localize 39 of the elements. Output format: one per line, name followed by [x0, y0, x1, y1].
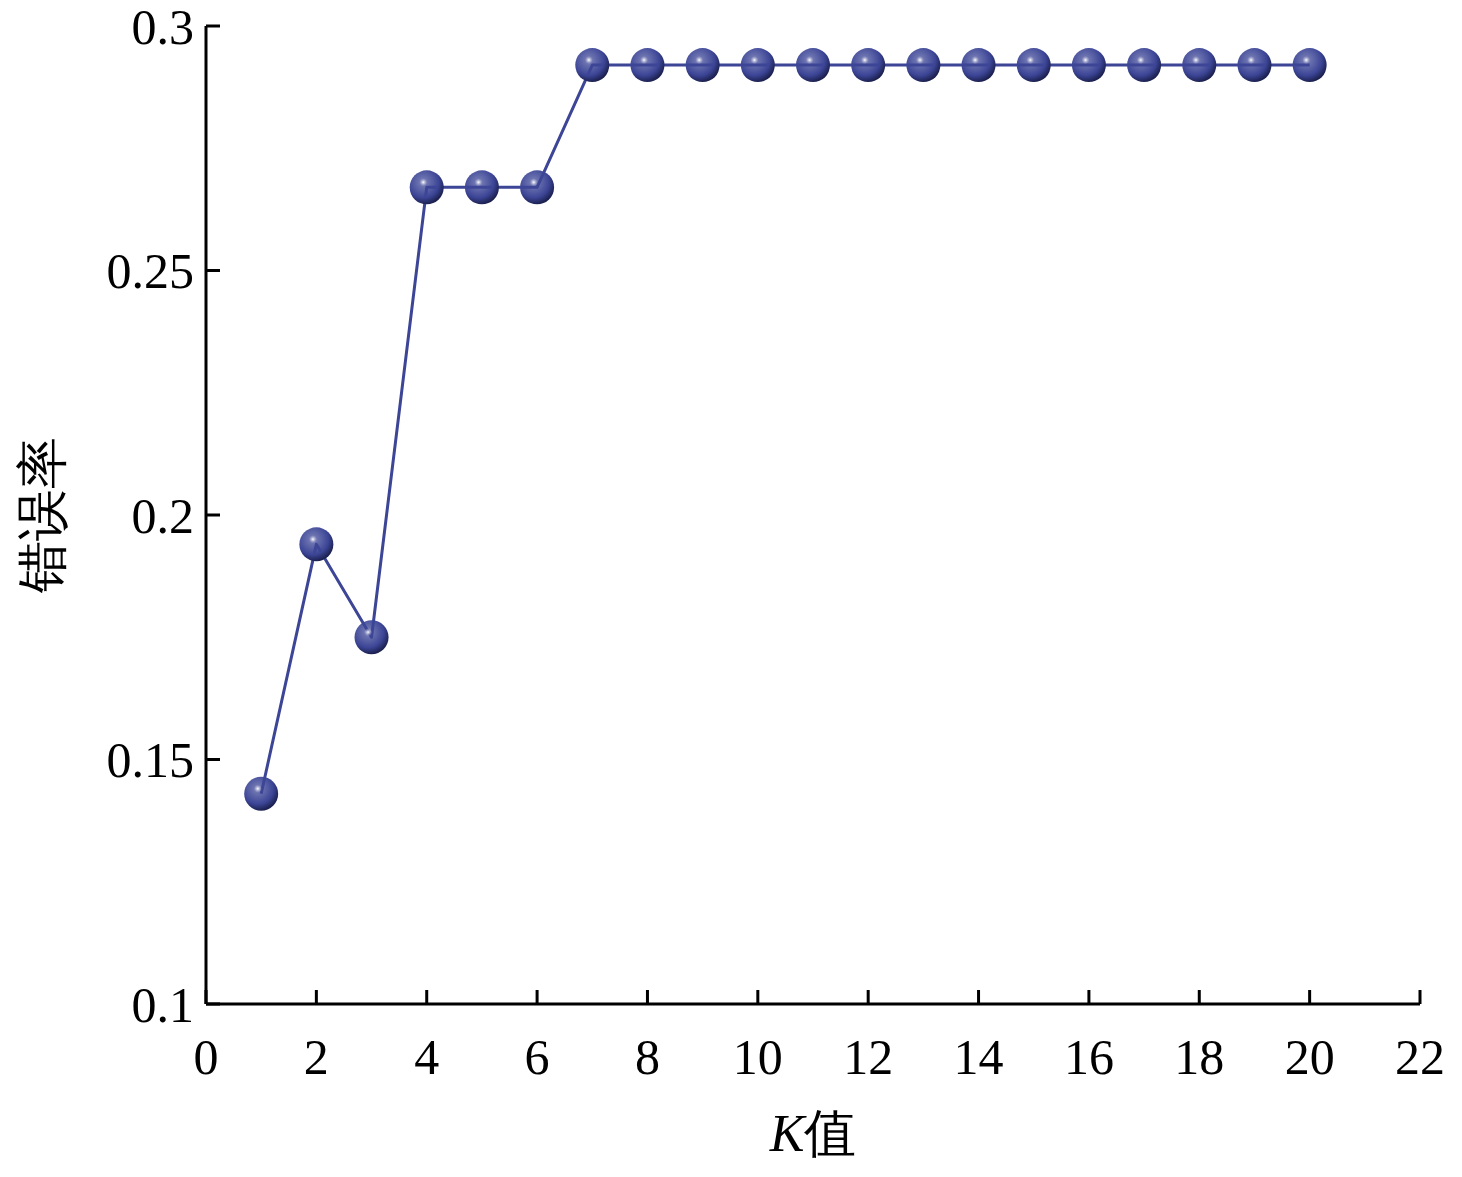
point: [685, 48, 720, 83]
point: [1182, 48, 1217, 83]
point: [354, 620, 389, 655]
y-tick-label: 0.25: [106, 243, 194, 299]
x-tick-label: 0: [193, 1029, 219, 1085]
x-tick-label: 10: [732, 1029, 783, 1085]
point: [409, 170, 444, 205]
x-tick-label: 20: [1284, 1029, 1335, 1085]
x-tick-label: 8: [634, 1029, 660, 1085]
point: [630, 48, 665, 83]
point: [1071, 48, 1106, 83]
point: [520, 170, 555, 205]
y-axis-title: 错误率: [14, 437, 71, 594]
point: [575, 48, 610, 83]
point: [464, 170, 499, 205]
y-tick-label: 0.3: [131, 0, 194, 55]
point: [1292, 48, 1327, 83]
y-tick-label: 0.2: [131, 487, 194, 544]
point: [244, 776, 279, 811]
point: [851, 48, 886, 83]
point: [1016, 48, 1051, 83]
point: [961, 48, 996, 83]
x-tick-label: 18: [1174, 1029, 1225, 1085]
y-tick-label: 0.1: [131, 976, 194, 1033]
point: [1237, 48, 1272, 83]
point: [299, 527, 334, 562]
x-tick-label: 2: [303, 1029, 329, 1085]
x-tick-label: 22: [1395, 1029, 1445, 1085]
x-tick-label: 12: [843, 1029, 894, 1085]
point: [1127, 48, 1162, 83]
y-tick-label: 0.15: [106, 732, 194, 788]
point: [740, 48, 775, 83]
x-tick-label: 14: [953, 1029, 1004, 1085]
point: [796, 48, 830, 83]
x-tick-label: 4: [414, 1029, 440, 1085]
x-axis-title: K值: [768, 1105, 857, 1162]
x-tick-label: 16: [1063, 1029, 1114, 1085]
point: [906, 48, 941, 83]
x-tick-label: 6: [524, 1029, 550, 1085]
